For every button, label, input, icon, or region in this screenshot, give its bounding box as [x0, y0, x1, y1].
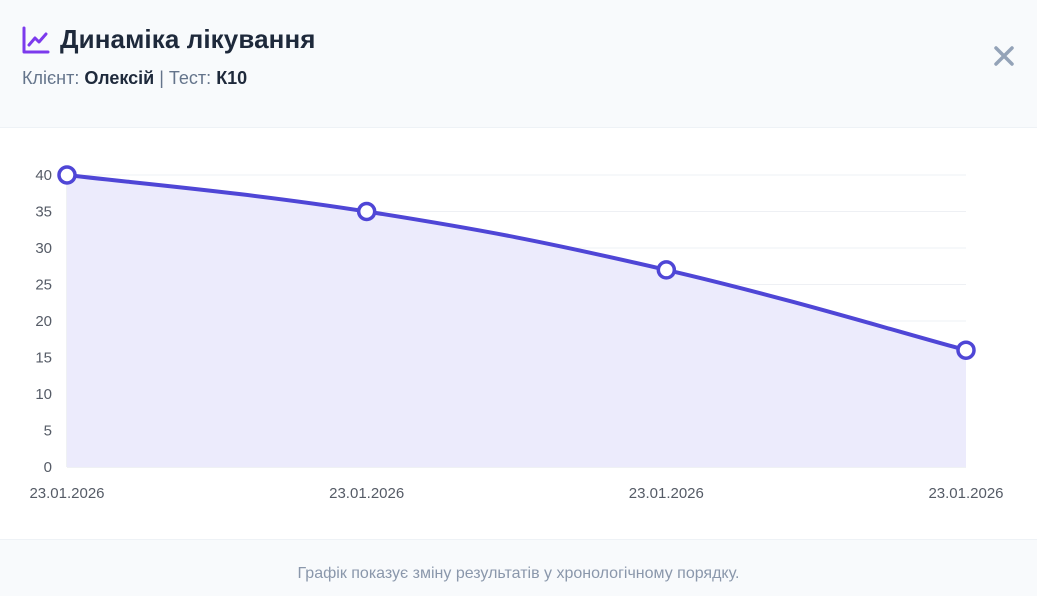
- y-tick-label: 10: [35, 386, 52, 403]
- y-tick-label: 5: [44, 423, 52, 440]
- y-tick-label: 20: [35, 313, 52, 330]
- y-tick-label: 0: [44, 459, 52, 476]
- modal-header: Динаміка лікування Клієнт: Олексій | Тес…: [0, 0, 1037, 128]
- y-tick-label: 40: [35, 167, 52, 184]
- x-tick-label: 23.01.2026: [629, 485, 704, 502]
- x-tick-label: 23.01.2026: [29, 485, 104, 502]
- footer-note: Графік показує зміну результатів у хроно…: [297, 565, 740, 582]
- data-point: [956, 340, 976, 360]
- test-name: К10: [216, 68, 248, 88]
- separator: |: [159, 68, 164, 88]
- y-tick-label: 25: [35, 277, 52, 294]
- chart-line-icon: [22, 26, 50, 53]
- y-tick-label: 15: [35, 350, 52, 367]
- series-line: [65, 173, 968, 353]
- line-chart: 0 5 10 15 20 25 30 35 40 23.01.2026 23.01.2026 23.0…: [29, 165, 1004, 502]
- data-point: [656, 260, 677, 280]
- title-row: Динаміка лікування: [21, 24, 316, 55]
- page-title: Динаміка лікування: [60, 24, 316, 54]
- y-tick-label: 35: [35, 204, 52, 221]
- subtitle: Клієнт: Олексій | Тест: К10: [22, 68, 247, 89]
- modal-footer: Графік показує зміну результатів у хроно…: [0, 539, 1037, 596]
- chart-area: 0 5 10 15 20 25 30 35 40 23.01.2026 23.01.2026 23.0…: [0, 128, 1037, 538]
- y-tick-label: 30: [35, 240, 52, 257]
- client-name: Олексій: [84, 68, 155, 88]
- x-tick-label: 23.01.2026: [329, 485, 404, 502]
- test-label: Тест:: [168, 68, 212, 88]
- data-point: [356, 201, 377, 222]
- series-area: [67, 175, 966, 467]
- data-point: [57, 165, 77, 185]
- client-label: Клієнт:: [22, 68, 80, 88]
- close-icon[interactable]: [988, 40, 1020, 72]
- x-tick-label: 23.01.2026: [928, 485, 1003, 502]
